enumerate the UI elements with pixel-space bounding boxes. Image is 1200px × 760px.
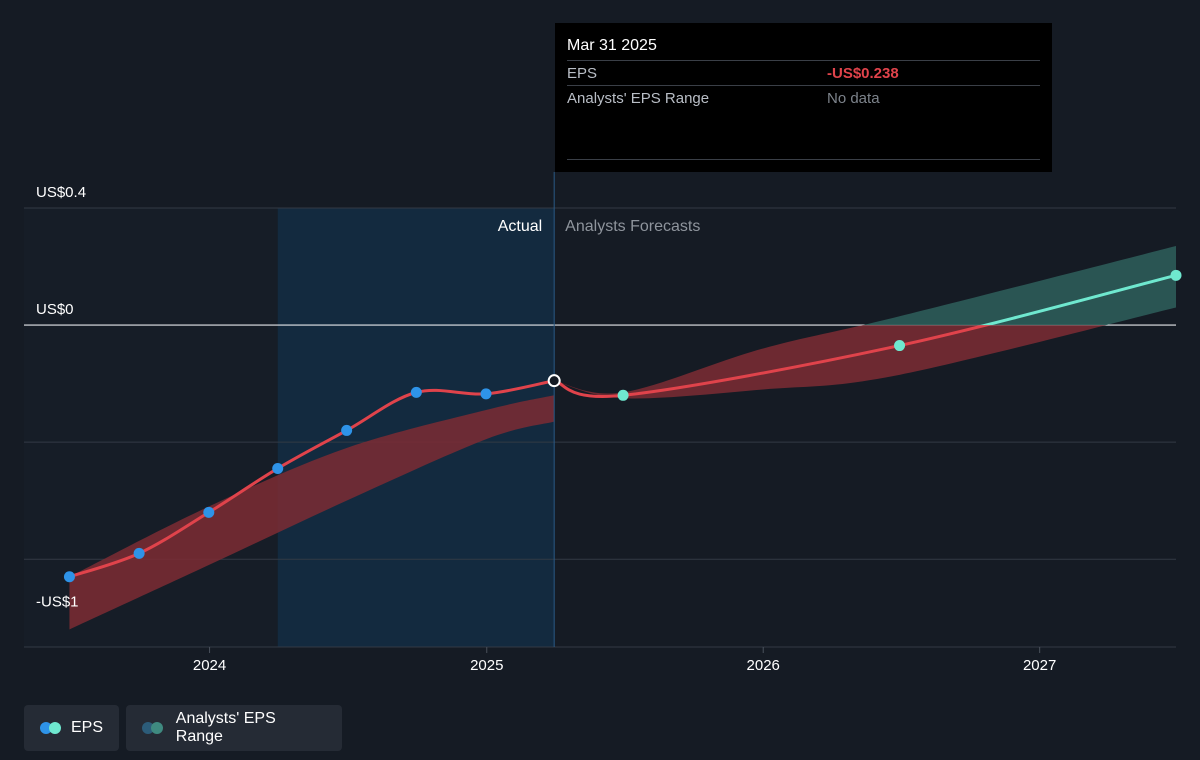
actual-region-label: Actual (498, 218, 542, 235)
tooltip-range-value: No data (827, 90, 880, 107)
eps-range-bands (69, 246, 1176, 630)
eps-actual-point[interactable] (341, 424, 353, 436)
eps-range-band-forecast-negative (554, 325, 1107, 399)
range-legend-icon (142, 722, 166, 734)
eps-range-band-forecast-positive (862, 246, 1176, 326)
eps-actual-point[interactable] (63, 571, 75, 583)
tooltip-date: Mar 31 2025 (567, 37, 657, 54)
legend-range-button[interactable]: Analysts' EPS Range (126, 705, 342, 751)
legend-eps-label: EPS (70, 719, 103, 736)
eps-forecast-line-positive (979, 273, 1177, 326)
forecast-region-label: Analysts Forecasts (565, 218, 700, 235)
eps-lines (68, 273, 1177, 579)
tooltip-range-row: Analysts' EPS Range No data (567, 85, 1040, 111)
y-tick-label: -US$1 (36, 594, 79, 611)
tooltip-eps-value: -US$0.238 (827, 65, 899, 82)
x-tick-label: 2027 (1023, 657, 1056, 674)
tooltip-range-label: Analysts' EPS Range (567, 90, 710, 107)
x-tick-label: 2025 (470, 657, 503, 674)
eps-actual-point[interactable] (480, 388, 492, 400)
legend-eps-button[interactable]: EPS (24, 705, 119, 751)
eps-point-selected[interactable] (547, 374, 561, 388)
x-tick-label: 2026 (747, 657, 780, 674)
tooltip-divider (567, 159, 1040, 160)
eps-range-band-past (69, 395, 555, 630)
eps-forecast-line-negative (553, 325, 993, 398)
eps-actual-line (68, 379, 555, 579)
y-tick-label: US$0 (36, 301, 74, 318)
eps-actual-point[interactable] (272, 462, 284, 474)
eps-forecast-point[interactable] (617, 389, 629, 401)
eps-actual-point[interactable] (203, 506, 215, 518)
eps-points (63, 269, 1182, 583)
tooltip-eps-row: EPS -US$0.238 (567, 60, 1040, 86)
hover-tooltip: Mar 31 2025 EPS -US$0.238 Analysts' EPS … (555, 23, 1052, 172)
eps-legend-icon (40, 722, 61, 734)
legend-range-label: Analysts' EPS Range (175, 710, 276, 745)
eps-forecast-point[interactable] (1170, 269, 1182, 281)
y-axis-labels: US$0.4 US$0 -US$1 (36, 184, 86, 611)
x-tick-label: 2024 (193, 657, 226, 674)
eps-actual-point[interactable] (410, 386, 422, 398)
eps-actual-point[interactable] (133, 547, 145, 559)
x-axis-labels: 2024 2025 2026 2027 (193, 647, 1056, 674)
y-tick-label: US$0.4 (36, 184, 86, 201)
eps-forecast-point[interactable] (894, 340, 906, 352)
tooltip-eps-label: EPS (567, 65, 598, 82)
